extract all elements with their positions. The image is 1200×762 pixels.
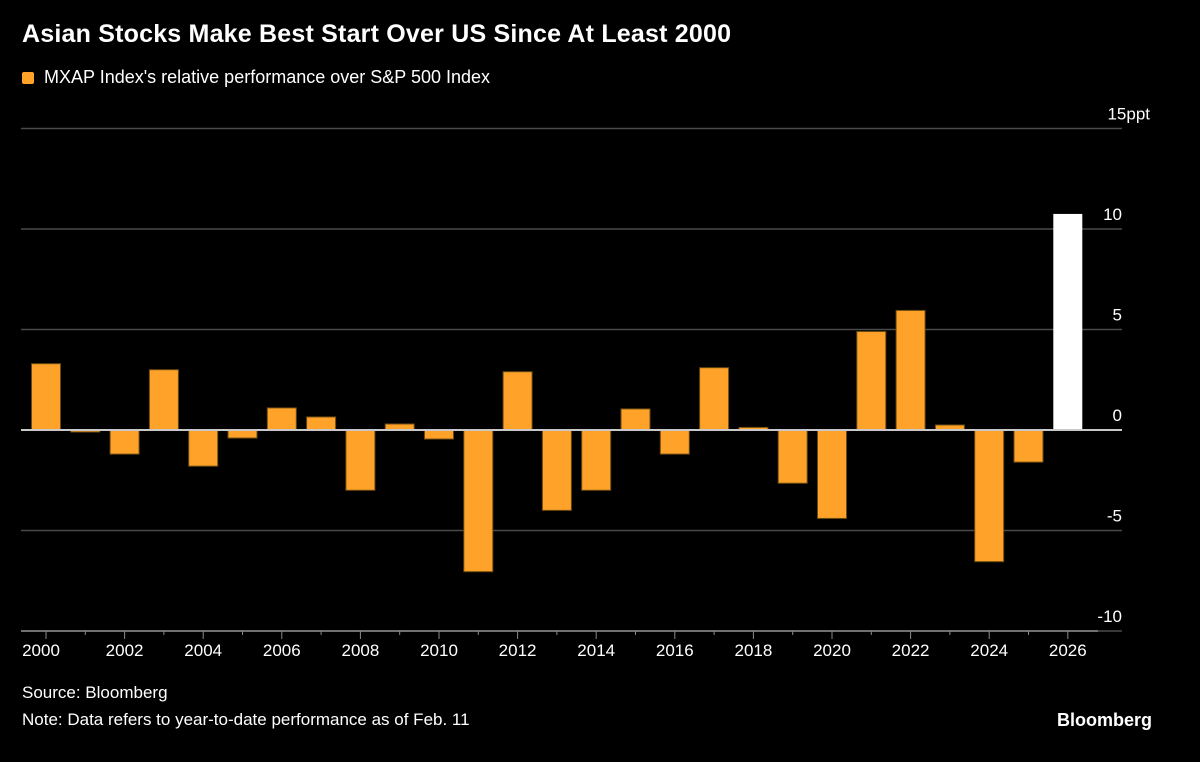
- footnote: Note: Data refers to year-to-date perfor…: [22, 710, 470, 729]
- legend-swatch: [22, 71, 34, 84]
- y-tick-label: -5: [1107, 507, 1122, 526]
- x-tick-label: 2014: [577, 641, 615, 660]
- x-tick-label: 2012: [499, 641, 537, 660]
- x-tick-label: 2006: [263, 641, 301, 660]
- y-tick-label: 10: [1103, 205, 1122, 224]
- y-tick-label: 5: [1113, 306, 1122, 325]
- bar-2022: [895, 309, 926, 431]
- x-tick-label: 2024: [970, 641, 1008, 660]
- bar-2013: [541, 429, 572, 511]
- bar-2003: [148, 369, 179, 431]
- bar-2010: [424, 429, 454, 440]
- bar-2025: [1013, 429, 1044, 463]
- y-tick-label: -10: [1097, 607, 1122, 626]
- bar-2021: [856, 331, 887, 431]
- bar-2012: [502, 371, 533, 431]
- y-tick-label: 0: [1113, 406, 1122, 425]
- bar-2016: [659, 429, 690, 455]
- bar-2005: [227, 429, 258, 439]
- source-note: Source: Bloomberg: [22, 683, 168, 702]
- bar-2026: [1053, 213, 1083, 430]
- y-tick-label: 15ppt: [1107, 105, 1150, 124]
- x-tick-label: 2016: [656, 641, 694, 660]
- x-tick-label: 2010: [420, 641, 458, 660]
- legend: MXAP Index's relative performance over S…: [22, 67, 490, 88]
- bar-2024: [974, 429, 1005, 563]
- chart-title: Asian Stocks Make Best Start Over US Sin…: [22, 20, 732, 48]
- bar-2008: [345, 429, 376, 491]
- x-tick-label: 2000: [22, 641, 60, 660]
- bar-2004: [188, 429, 219, 467]
- bar-2006: [266, 407, 297, 431]
- x-tick-label: 2020: [813, 641, 851, 660]
- x-tick-label: 2026: [1049, 641, 1087, 660]
- bloomberg-logo: Bloomberg: [1056, 710, 1152, 730]
- x-tick-label: 2022: [892, 641, 930, 660]
- bar-2002: [109, 429, 140, 455]
- bar-2017: [699, 367, 730, 431]
- x-tick-label: 2002: [106, 641, 144, 660]
- bar-2020: [817, 429, 847, 519]
- bar-2015: [620, 408, 651, 431]
- x-tick-label: 2004: [184, 641, 222, 660]
- x-tick-label: 2008: [341, 641, 379, 660]
- bar-2007: [306, 416, 337, 431]
- bar-2019: [777, 429, 808, 484]
- x-tick-label: 2018: [734, 641, 772, 660]
- legend-label: MXAP Index's relative performance over S…: [44, 67, 491, 87]
- bar-2011: [463, 429, 494, 573]
- bar-2014: [581, 429, 612, 491]
- bar-2000: [31, 363, 61, 431]
